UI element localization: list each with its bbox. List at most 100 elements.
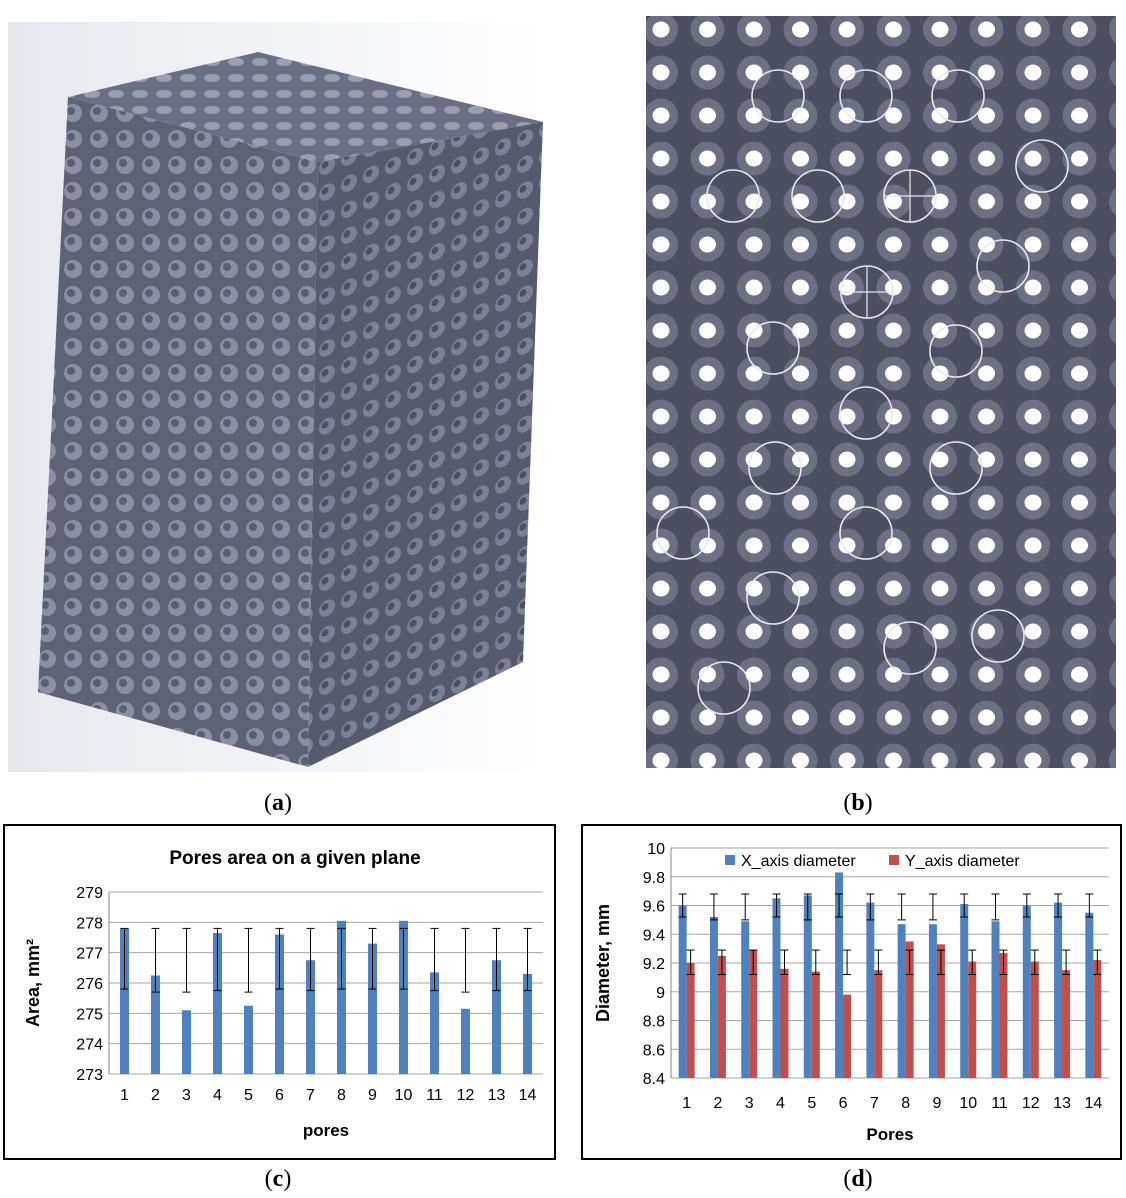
measured-pore-circles <box>656 69 1069 715</box>
x-axis-title: pores <box>303 1121 349 1140</box>
x-tick-label: 11 <box>991 1095 1008 1112</box>
pore-circle-5 <box>791 169 845 223</box>
x-tick-label: 7 <box>306 1087 315 1104</box>
y-diameter-bar-7 <box>874 970 883 1078</box>
x-tick-label: 5 <box>244 1087 253 1104</box>
x-tick-label: 5 <box>807 1095 816 1112</box>
pore-circle-18 <box>883 621 937 675</box>
area-bar-13 <box>492 960 501 1074</box>
y-diameter-bar-13 <box>1062 970 1071 1078</box>
y-tick-label: 8.6 <box>643 1042 665 1059</box>
pore-circle-4 <box>706 169 760 223</box>
y-tick-label: 9 <box>656 985 665 1002</box>
pore-circle-20 <box>697 661 751 715</box>
y-diameter-bar-9 <box>936 944 945 1078</box>
area-bar-2 <box>151 975 160 1074</box>
x-tick-label: 3 <box>745 1095 754 1112</box>
caption-b: (b) <box>843 790 873 816</box>
x-diameter-bar-12 <box>1022 905 1031 1078</box>
y-tick-label: 8.4 <box>643 1071 665 1088</box>
lattice-section-image <box>638 8 1126 776</box>
x-tick-label: 8 <box>337 1087 346 1104</box>
x-diameter-bar-13 <box>1054 902 1063 1078</box>
area-bar-14 <box>523 973 532 1074</box>
y-tick-label: 10 <box>647 841 665 858</box>
y-tick-label: 279 <box>76 885 103 902</box>
x-diameter-bar-9 <box>928 924 937 1078</box>
x-axis-title: Pores <box>866 1125 913 1144</box>
y-tick-label: 275 <box>76 1006 103 1023</box>
y-tick-label: 9.8 <box>643 870 665 887</box>
pore-circle-7 <box>1015 139 1069 193</box>
pore-circle-17 <box>746 571 800 625</box>
pore-circle-15 <box>656 506 710 560</box>
x-tick-label: 14 <box>1084 1095 1102 1112</box>
legend-x-diameter-label: X_axis diameter <box>741 853 856 870</box>
x-tick-label: 4 <box>776 1095 785 1112</box>
x-tick-label: 10 <box>959 1095 977 1112</box>
pore-circle-12 <box>839 386 893 440</box>
x-diameter-bar-10 <box>960 904 969 1078</box>
pore-circle-13 <box>748 441 802 495</box>
caption-d: (d) <box>843 1166 873 1192</box>
x-diameter-bar-4 <box>772 898 781 1078</box>
x-diameter-bar-8 <box>897 924 906 1078</box>
area-bar-4 <box>213 932 222 1074</box>
y-tick-label: 276 <box>76 976 103 993</box>
legend-y-diameter-label: Y_axis diameter <box>905 853 1020 870</box>
y-tick-label: 274 <box>76 1037 103 1054</box>
y-diameter-bar-8 <box>905 941 914 1078</box>
x-tick-label: 14 <box>519 1087 537 1104</box>
x-tick-label: 6 <box>275 1087 284 1104</box>
lattice-3d-render <box>8 22 548 772</box>
x-diameter-bar-14 <box>1085 912 1094 1078</box>
area-bar-9 <box>368 943 377 1074</box>
pore-circle-14 <box>929 441 983 495</box>
x-tick-label: 13 <box>488 1087 506 1104</box>
pore-circle-1 <box>751 69 805 123</box>
x-tick-label: 11 <box>426 1087 443 1104</box>
area-bar-5 <box>244 1005 253 1074</box>
x-tick-label: 4 <box>213 1087 222 1104</box>
x-tick-label: 9 <box>932 1095 941 1112</box>
pore-circle-11 <box>929 324 983 378</box>
x-diameter-bar-6 <box>835 872 844 1078</box>
area-bar-1 <box>120 928 129 1074</box>
pore-circle-10 <box>746 321 800 375</box>
x-tick-label: 1 <box>682 1095 691 1112</box>
area-bar-10 <box>399 920 408 1074</box>
y-diameter-bar-2 <box>717 955 726 1078</box>
x-tick-label: 9 <box>368 1087 377 1104</box>
x-diameter-bar-2 <box>709 917 718 1078</box>
x-tick-label: 3 <box>182 1087 191 1104</box>
caption-c: (c) <box>264 1166 292 1192</box>
pore-circle-19 <box>971 609 1025 663</box>
y-axis-title: Diameter, mm <box>593 904 613 1022</box>
x-diameter-bar-1 <box>678 905 687 1078</box>
y-tick-label: 9.6 <box>643 899 665 916</box>
x-tick-label: 7 <box>870 1095 879 1112</box>
y-diameter-bar-14 <box>1093 960 1102 1078</box>
y-diameter-bar-6 <box>843 994 852 1078</box>
pore-circle-3 <box>931 69 985 123</box>
x-diameter-bar-11 <box>991 921 1000 1078</box>
legend-x-diameter-swatch <box>725 855 735 865</box>
y-diameter-bar-4 <box>780 968 789 1078</box>
x-tick-label: 13 <box>1053 1095 1071 1112</box>
lattice-top-face <box>68 52 543 162</box>
area-bar-11 <box>430 972 439 1074</box>
y-tick-label: 277 <box>76 946 103 963</box>
y-tick-label: 9.4 <box>643 927 665 944</box>
x-tick-label: 1 <box>120 1087 129 1104</box>
y-diameter-bar-11 <box>999 952 1008 1078</box>
y-tick-label: 273 <box>76 1067 103 1084</box>
x-tick-label: 6 <box>839 1095 848 1112</box>
chart-d-frame: 8.4 8.6 8.8 9 9.2 9.4 9.6 9.8 10 1 2 3 4 5 6 7 8 9 10 11 12 1… <box>581 824 1122 1160</box>
legend-y-diameter-swatch <box>889 855 899 865</box>
x-diameter-bar-7 <box>866 902 875 1078</box>
x-tick-label: 12 <box>1022 1095 1040 1112</box>
area-bar-3 <box>182 1010 191 1074</box>
lattice-side-face <box>308 122 543 767</box>
y-diameter-bar-1 <box>686 963 695 1078</box>
